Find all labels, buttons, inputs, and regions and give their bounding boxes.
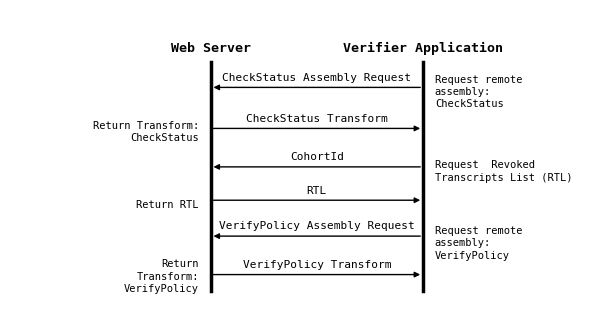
Text: Request remote
assembly:
VerifyPolicy: Request remote assembly: VerifyPolicy [435, 226, 523, 261]
Text: Return RTL: Return RTL [136, 200, 199, 210]
Text: VerifyPolicy Transform: VerifyPolicy Transform [242, 260, 391, 270]
Text: Request remote
assembly:
CheckStatus: Request remote assembly: CheckStatus [435, 75, 523, 109]
Text: Web Server: Web Server [171, 42, 251, 55]
Text: CheckStatus Assembly Request: CheckStatus Assembly Request [222, 73, 411, 83]
Text: VerifyPolicy Assembly Request: VerifyPolicy Assembly Request [219, 221, 415, 231]
Text: RTL: RTL [307, 185, 327, 195]
Text: Return
Transform:
VerifyPolicy: Return Transform: VerifyPolicy [124, 259, 199, 294]
Text: Return Transform:
CheckStatus: Return Transform: CheckStatus [93, 121, 199, 143]
Text: CheckStatus Transform: CheckStatus Transform [246, 114, 388, 124]
Text: CohortId: CohortId [290, 152, 344, 162]
Text: Request  Revoked
Transcripts List (RTL): Request Revoked Transcripts List (RTL) [435, 161, 572, 183]
Text: Verifier Application: Verifier Application [343, 42, 503, 56]
